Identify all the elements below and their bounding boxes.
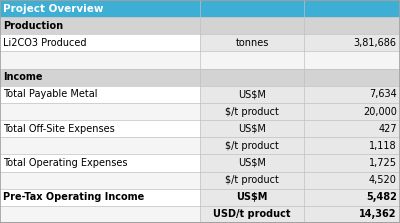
Text: Income: Income	[3, 72, 43, 82]
Bar	[0, 103, 200, 120]
Bar	[200, 137, 400, 154]
Bar	[200, 206, 400, 223]
Bar	[0, 52, 200, 69]
Text: 14,362: 14,362	[359, 209, 397, 219]
Text: Pre-Tax Operating Income: Pre-Tax Operating Income	[3, 192, 144, 202]
Text: 3,81,686: 3,81,686	[354, 38, 397, 48]
Text: 4,520: 4,520	[369, 175, 397, 185]
Text: 427: 427	[378, 124, 397, 134]
Bar	[200, 52, 400, 69]
Text: Project Overview: Project Overview	[3, 4, 104, 14]
Bar	[0, 34, 200, 52]
Text: Li2CO3 Produced: Li2CO3 Produced	[3, 38, 87, 48]
Text: 7,634: 7,634	[369, 89, 397, 99]
Text: 20,000: 20,000	[363, 107, 397, 116]
Text: US$M: US$M	[238, 158, 266, 168]
Text: Production: Production	[3, 21, 63, 31]
Text: 5,482: 5,482	[366, 192, 397, 202]
Bar	[0, 171, 200, 189]
Bar	[200, 86, 400, 103]
Text: US$M: US$M	[238, 89, 266, 99]
Text: US$M: US$M	[238, 124, 266, 134]
Text: US$M: US$M	[236, 192, 268, 202]
Text: Total Operating Expenses: Total Operating Expenses	[3, 158, 128, 168]
Text: tonnes: tonnes	[235, 38, 269, 48]
Bar	[0, 86, 200, 103]
Text: USD/t product: USD/t product	[213, 209, 291, 219]
Bar	[0, 154, 200, 171]
Text: $/t product: $/t product	[225, 175, 279, 185]
Bar	[200, 120, 400, 137]
Bar	[0, 120, 200, 137]
Bar	[0, 69, 200, 86]
Bar	[200, 17, 400, 34]
Bar	[200, 154, 400, 171]
Bar	[200, 189, 400, 206]
Bar	[0, 189, 200, 206]
Text: 1,725: 1,725	[369, 158, 397, 168]
Bar	[200, 171, 400, 189]
Bar	[200, 34, 400, 52]
Bar	[0, 0, 400, 17]
Text: 1,118: 1,118	[369, 141, 397, 151]
Bar	[200, 69, 400, 86]
Bar	[200, 103, 400, 120]
Text: Total Payable Metal: Total Payable Metal	[3, 89, 98, 99]
Bar	[0, 137, 200, 154]
Text: $/t product: $/t product	[225, 107, 279, 116]
Text: Total Off-Site Expenses: Total Off-Site Expenses	[3, 124, 115, 134]
Text: $/t product: $/t product	[225, 141, 279, 151]
Bar	[0, 206, 200, 223]
Bar	[0, 17, 200, 34]
